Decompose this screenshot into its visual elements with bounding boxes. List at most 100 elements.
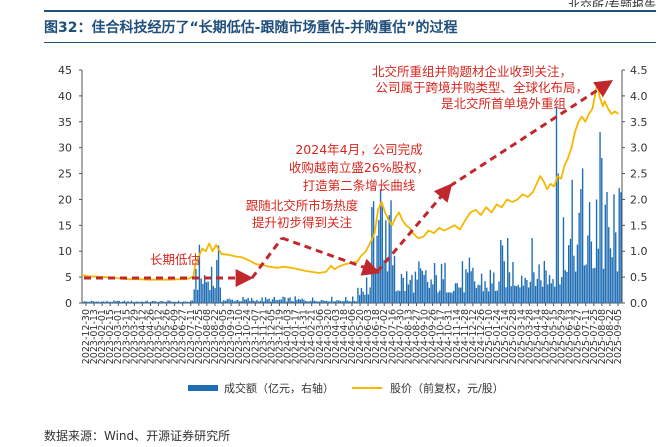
- x-tick-label: 2023-03-15: [121, 309, 132, 364]
- volume-bar: [162, 301, 164, 303]
- x-tick-label: 2024-02-21: [307, 309, 318, 364]
- volume-bar: [102, 301, 105, 303]
- title-rule: [44, 42, 656, 43]
- x-tick-label: 2023-03-29: [129, 309, 140, 364]
- volume-bar: [346, 300, 349, 303]
- volume-bar: [221, 301, 223, 303]
- volume-bar: [561, 277, 563, 303]
- volume-bar: [132, 301, 134, 303]
- volume-bar: [292, 301, 295, 303]
- volume-bar: [353, 300, 356, 303]
- volume-bar: [526, 280, 528, 303]
- volume-bar: [463, 292, 465, 303]
- volume-bar: [334, 301, 336, 303]
- volume-bar: [543, 260, 546, 303]
- volume-bar: [416, 279, 418, 303]
- volume-bar: [432, 284, 434, 303]
- x-tick-label: 2023-08-08: [202, 309, 213, 364]
- annotation-text: 是北交所首单境外重组: [441, 96, 566, 111]
- volume-bar: [331, 296, 333, 303]
- volume-bar: [608, 227, 610, 303]
- volume-bar: [181, 301, 183, 303]
- volume-bar: [574, 271, 577, 303]
- x-tick-label: 2024-11-14: [452, 309, 463, 364]
- x-tick-label: 2025-06-13: [565, 309, 576, 364]
- x-tick-label: 2024-08-13: [403, 309, 414, 364]
- volume-bar: [242, 296, 244, 303]
- volume-bar: [527, 287, 530, 303]
- x-tick-label: 2025-02-28: [508, 309, 519, 364]
- x-tick-label: 2023-10-10: [234, 309, 245, 364]
- volume-bar: [296, 299, 298, 303]
- header-rule: [44, 10, 656, 12]
- volume-bar: [315, 301, 317, 303]
- volume-bar: [352, 296, 354, 303]
- volume-bar: [195, 268, 197, 303]
- right-tick-label: 2.0: [630, 193, 648, 206]
- volume-bar: [520, 275, 523, 303]
- volume-bar: [615, 232, 617, 303]
- volume-bar: [127, 301, 129, 303]
- volume-bar: [92, 301, 94, 303]
- volume-bar: [338, 300, 340, 303]
- volume-bar: [282, 296, 284, 303]
- right-tick-label: 4.5: [630, 64, 648, 77]
- volume-bar: [322, 300, 324, 303]
- legend-bar-label: 成交额（亿元，右轴）: [224, 381, 334, 395]
- volume-bar: [383, 259, 385, 303]
- volume-bar: [493, 272, 495, 303]
- annotation-text: 2024年4月，公司完成: [295, 142, 422, 157]
- volume-bar: [224, 300, 227, 303]
- volume-bar: [374, 270, 377, 303]
- left-tick-label: 25: [58, 168, 72, 181]
- volume-bar: [212, 285, 215, 303]
- left-tick-label: 40: [58, 90, 72, 103]
- volume-bar: [566, 271, 568, 303]
- volume-bar: [101, 301, 103, 303]
- volume-bar: [156, 301, 159, 303]
- x-tick-label: 2023-04-26: [145, 309, 156, 364]
- volume-bar: [439, 290, 441, 303]
- x-tick-label: 2024-03-20: [323, 309, 334, 364]
- volume-bar: [240, 301, 242, 303]
- x-tick-label: 2023-03-01: [113, 309, 124, 364]
- volume-bar: [205, 282, 208, 303]
- volume-bar: [207, 281, 209, 303]
- volume-bar: [571, 179, 573, 303]
- volume-bar: [310, 300, 312, 303]
- left-tick-label: 30: [58, 142, 72, 155]
- volume-bar: [482, 291, 485, 303]
- x-tick-label: 2024-04-03: [331, 309, 342, 364]
- left-tick-label: 15: [58, 219, 72, 232]
- volume-bar: [235, 300, 237, 303]
- volume-bar: [139, 301, 141, 303]
- volume-bar: [277, 300, 279, 303]
- volume-bar: [501, 245, 504, 303]
- volume-bar: [498, 281, 500, 303]
- volume-bar: [378, 220, 380, 303]
- volume-bar: [587, 235, 589, 303]
- volume-bar: [592, 268, 594, 303]
- price-volume-chart: 0 5 10 15 20 25 30 35 40 45 0.0 0.5 1.0 1.5 2.0 2.5 3.0 3…: [58, 64, 648, 395]
- x-tick-label: 2023-05-12: [154, 309, 165, 364]
- volume-bar: [325, 300, 328, 303]
- volume-bar: [390, 200, 392, 303]
- volume-bar: [466, 272, 469, 303]
- left-tick-label: 10: [58, 245, 72, 258]
- volume-bar: [606, 191, 608, 303]
- volume-bar: [327, 301, 330, 303]
- volume-bar: [179, 301, 181, 303]
- left-tick-label: 5: [65, 271, 72, 284]
- volume-bar: [219, 287, 222, 303]
- volume-bar: [303, 299, 305, 303]
- annotation-text: 公司属于跨境并购类型、全球化布局，: [375, 80, 588, 95]
- volume-bar: [172, 301, 174, 303]
- volume-bar: [392, 265, 394, 303]
- volume-bar: [583, 265, 586, 303]
- volume-bar: [339, 300, 342, 303]
- volume-bar: [280, 299, 282, 303]
- volume-bar: [428, 287, 431, 303]
- volume-bar: [531, 238, 533, 303]
- volume-bar: [271, 299, 274, 303]
- volume-bar: [472, 267, 474, 303]
